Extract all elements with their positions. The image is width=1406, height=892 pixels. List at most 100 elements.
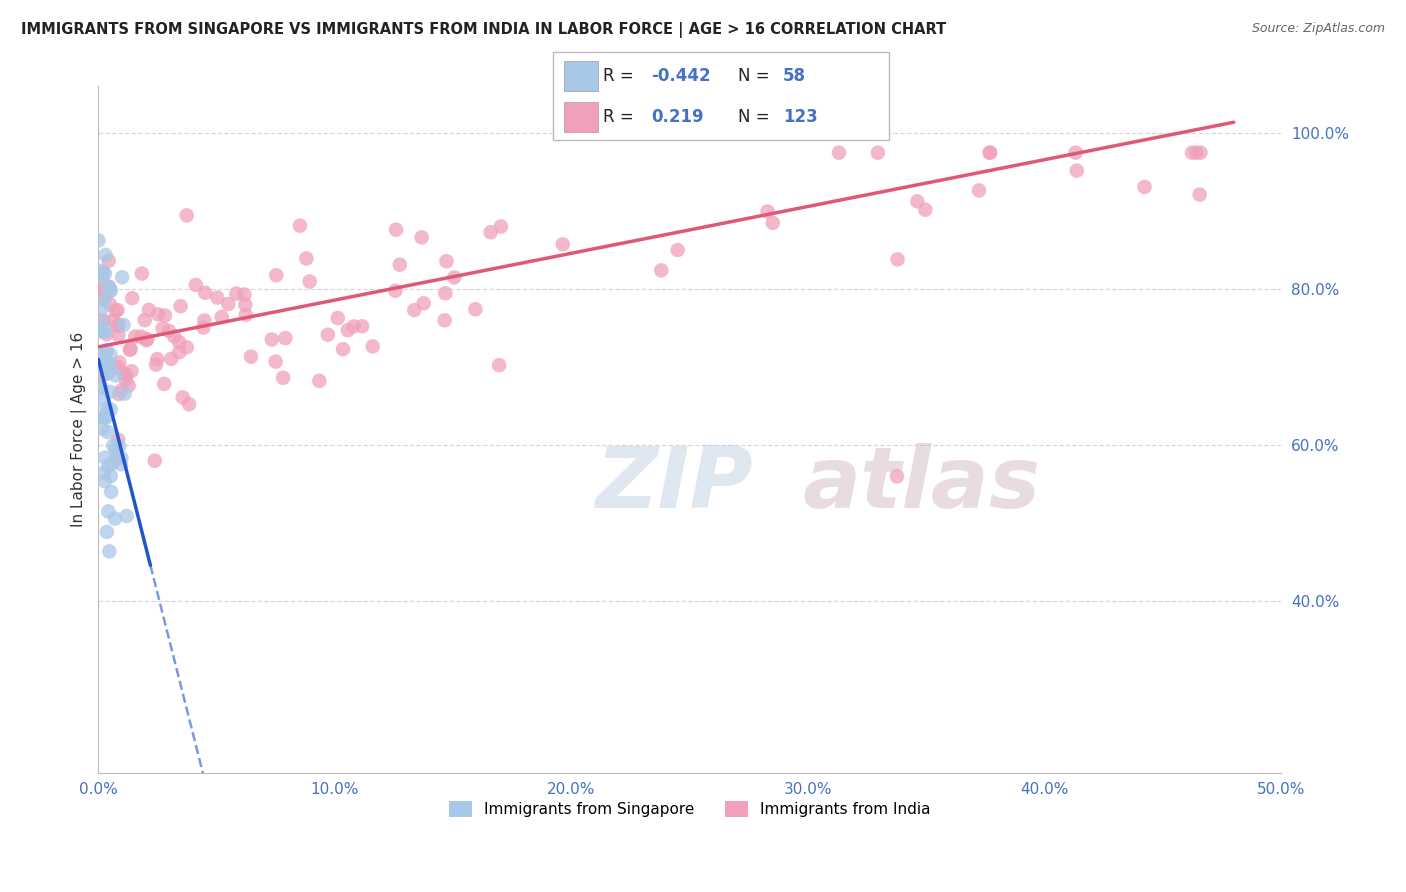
Point (650, 263, 672, 277)
Point (1189, 145, 1212, 160)
Point (412, 296, 434, 310)
Point (336, 323, 359, 337)
Point (93, 293, 115, 307)
Point (94, 248, 117, 262)
Point (172, 391, 194, 405)
Point (828, 145, 851, 160)
Point (90, 263, 112, 277)
Point (103, 314, 125, 328)
Point (107, 359, 129, 374)
Point (89, 349, 111, 363)
Point (120, 342, 142, 356)
Point (385, 223, 408, 237)
Point (115, 368, 138, 382)
Text: ZIP: ZIP (595, 443, 752, 526)
Point (104, 304, 127, 318)
Point (94, 288, 117, 302)
Point (145, 358, 167, 372)
Point (107, 328, 129, 343)
Point (866, 145, 889, 160)
Point (886, 469, 908, 483)
Point (121, 364, 143, 378)
Point (100, 402, 122, 417)
Point (108, 440, 131, 454)
Point (98, 283, 121, 297)
Text: Source: ZipAtlas.com: Source: ZipAtlas.com (1251, 22, 1385, 36)
Text: N =: N = (738, 67, 769, 86)
Point (184, 277, 207, 292)
Point (352, 319, 374, 334)
Point (93, 410, 115, 425)
Text: R =: R = (603, 67, 634, 86)
Point (96, 343, 118, 358)
Point (488, 358, 510, 372)
Point (211, 310, 233, 324)
Point (97, 459, 120, 474)
Point (1188, 187, 1211, 202)
Point (233, 287, 256, 301)
Point (112, 318, 135, 332)
Point (217, 297, 239, 311)
Point (308, 374, 330, 388)
Point (160, 351, 183, 366)
Point (124, 329, 146, 343)
Point (98, 357, 121, 371)
Point (114, 373, 136, 387)
Point (266, 268, 288, 283)
Point (138, 302, 160, 317)
Point (404, 303, 426, 318)
Point (108, 355, 131, 369)
Point (97, 280, 120, 294)
Point (90, 380, 112, 394)
Point (260, 333, 283, 347)
Point (240, 350, 263, 364)
Point (489, 219, 512, 234)
Point (193, 313, 215, 327)
Point (91, 363, 114, 377)
Point (436, 254, 458, 268)
Point (104, 511, 127, 525)
Point (90, 282, 112, 296)
Point (167, 335, 190, 350)
Point (90, 277, 112, 292)
Point (129, 329, 152, 343)
Point (112, 366, 135, 380)
Point (90, 323, 112, 337)
Point (443, 270, 465, 285)
Point (464, 302, 486, 317)
Point (233, 298, 256, 312)
Point (434, 286, 457, 301)
Point (90, 364, 112, 378)
Point (967, 183, 990, 197)
Point (167, 345, 190, 359)
Point (93, 292, 115, 306)
Point (98, 384, 121, 399)
Text: R =: R = (603, 108, 634, 126)
Point (207, 291, 229, 305)
Point (121, 291, 143, 305)
Point (91, 358, 114, 372)
Point (136, 332, 159, 346)
Point (97, 365, 120, 379)
Point (295, 252, 318, 266)
Point (89, 380, 111, 394)
Point (271, 370, 294, 384)
Point (235, 308, 257, 322)
Point (93, 313, 115, 327)
Point (1066, 163, 1088, 178)
Y-axis label: In Labor Force | Age > 16: In Labor Force | Age > 16 (72, 332, 87, 527)
Point (1181, 145, 1204, 160)
Point (979, 145, 1001, 160)
Point (169, 299, 191, 313)
Point (551, 237, 574, 252)
Point (87, 233, 110, 247)
Point (1064, 145, 1087, 160)
Text: -0.442: -0.442 (651, 67, 710, 86)
Point (274, 331, 297, 345)
Point (94, 267, 117, 281)
Point (91, 392, 114, 407)
Point (98, 283, 121, 297)
Point (94, 324, 117, 338)
Point (163, 329, 186, 343)
Point (886, 252, 908, 267)
